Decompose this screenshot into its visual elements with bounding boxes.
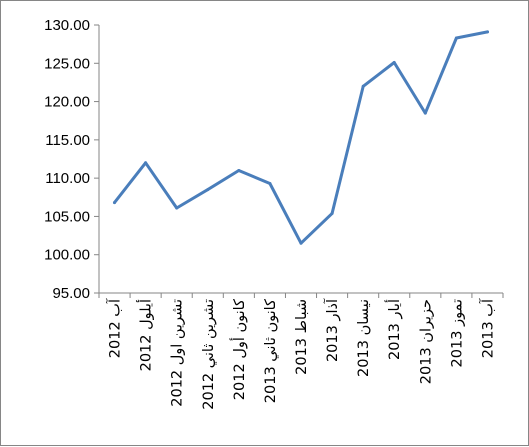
x-axis: آب 2012 أيلول 2012 تشرين اول 2012 تشرين ثان… [98,292,504,410]
x-category-label: نيسان 2013 [356,299,372,377]
series-layer [113,30,489,245]
y-tick-label: 100.00 [44,247,90,264]
x-category-label: شباط 2013 [294,299,310,375]
x-category-label: آذار 2013 [323,298,341,362]
x-category-label: تشرين ثاني 2012 [201,299,217,410]
data-point [361,84,365,88]
data-point [486,30,489,34]
x-category-label: آب 2013 [478,298,496,358]
y-tick-label: 125.00 [44,55,90,72]
data-point [423,111,427,115]
y-tick-label: 120.00 [44,94,90,111]
x-category-label: تشرين اول 2012 [170,299,186,407]
y-tick-label: 95.00 [52,285,90,302]
y-tick-label: 105.00 [44,208,90,225]
data-point [237,169,241,172]
data-point [206,188,210,192]
x-category-label: تموز 2013 [449,299,465,367]
data-point [454,36,458,40]
x-category-label: حزيران 2013 [418,299,434,384]
data-point [392,61,396,64]
y-tick-label: 130.00 [44,17,90,34]
x-category-label: أيلول 2012 [136,299,155,371]
data-point [113,201,116,205]
data-point [175,206,179,210]
y-tick-label: 110.00 [45,170,90,187]
x-category-label: كانون أول 2012 [229,299,248,400]
data-point [268,182,272,185]
x-category-label: أيار 2013 [384,299,403,360]
data-point [330,211,334,215]
data-point [299,241,303,245]
data-point [144,161,148,165]
series-line [113,30,489,245]
y-axis: 95.00 100.00 105.00 110.00 115.00 120.00 125.0… [44,17,100,302]
x-category-label: آب 2012 [106,298,124,358]
y-tick-label: 115.00 [45,132,90,149]
x-category-label: كانون ثاني 2013 [263,299,279,403]
